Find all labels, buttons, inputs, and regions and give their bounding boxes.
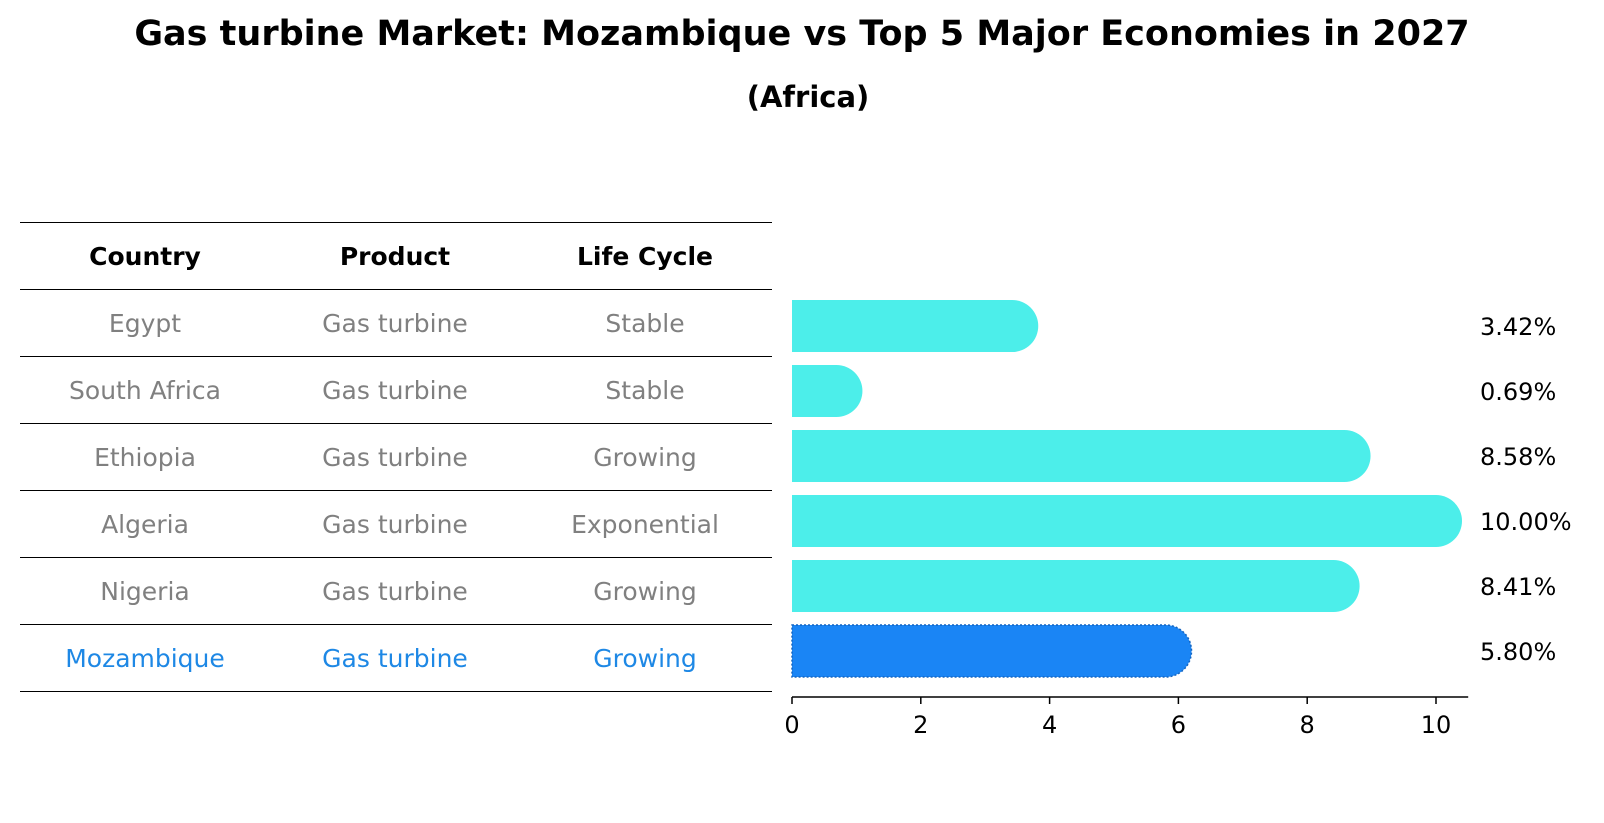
data-table: Country Product Life Cycle Egypt Gas tur…: [20, 222, 772, 692]
bar-ethiopia: [792, 430, 1371, 482]
bar-egypt: [792, 300, 1039, 352]
product-cell: Gas turbine: [322, 509, 468, 539]
product-cell: Gas turbine: [322, 643, 468, 673]
bar-algeria: [792, 495, 1462, 547]
country-cell: South Africa: [69, 375, 221, 405]
data-label: 3.42%: [1480, 313, 1556, 341]
bar-nigeria: [792, 560, 1360, 612]
column-header-country: Country: [89, 241, 201, 271]
table-header-row: Country Product Life Cycle: [20, 222, 772, 290]
data-label: 0.69%: [1480, 378, 1556, 406]
country-cell: Mozambique: [65, 643, 225, 673]
data-label: 8.58%: [1480, 443, 1556, 471]
life-cycle-cell: Growing: [593, 576, 697, 606]
life-cycle-cell: Growing: [593, 442, 697, 472]
data-label: 5.80%: [1480, 638, 1556, 666]
product-cell: Gas turbine: [322, 375, 468, 405]
table-row: Egypt Gas turbine Stable: [20, 290, 772, 357]
x-tick-label: 10: [1421, 711, 1452, 739]
country-cell: Algeria: [101, 509, 189, 539]
data-label: 8.41%: [1480, 573, 1556, 601]
chart-title: Gas turbine Market: Mozambique vs Top 5 …: [134, 14, 1470, 54]
life-cycle-cell: Stable: [605, 308, 685, 338]
product-cell: Gas turbine: [322, 576, 468, 606]
table-row: Algeria Gas turbine Exponential: [20, 491, 772, 558]
country-cell: Egypt: [108, 308, 182, 338]
data-label: 10.00%: [1480, 508, 1572, 536]
column-header-life-cycle: Life Cycle: [576, 241, 714, 271]
column-header-product: Product: [339, 241, 451, 271]
x-tick-label: 2: [913, 711, 928, 739]
country-cell: Nigeria: [100, 576, 190, 606]
chart-subtitle: (Africa): [746, 80, 870, 114]
x-tick-label: 8: [1300, 711, 1315, 739]
table-row-highlight: Mozambique Gas turbine Growing: [20, 625, 772, 692]
table-row: South Africa Gas turbine Stable: [20, 357, 772, 424]
country-cell: Ethiopia: [94, 442, 196, 472]
table-row: Nigeria Gas turbine Growing: [20, 558, 772, 625]
x-tick-label: 6: [1171, 711, 1186, 739]
life-cycle-cell: Exponential: [571, 509, 719, 539]
life-cycle-cell: Stable: [605, 375, 685, 405]
bar-south-africa: [792, 365, 863, 417]
life-cycle-cell: Growing: [593, 643, 697, 673]
table-row: Ethiopia Gas turbine Growing: [20, 424, 772, 491]
product-cell: Gas turbine: [322, 308, 468, 338]
x-tick-label: 0: [784, 711, 799, 739]
x-tick-label: 4: [1042, 711, 1057, 739]
product-cell: Gas turbine: [322, 442, 468, 472]
bar-mozambique: [791, 624, 1193, 678]
